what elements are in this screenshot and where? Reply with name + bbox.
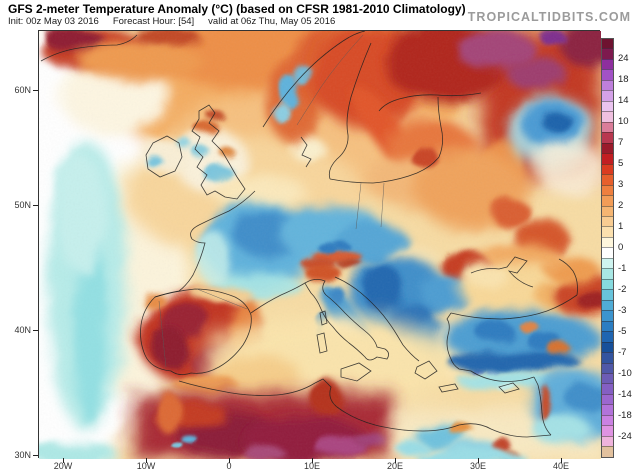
lon-tick [478,458,479,463]
colorbar-tick-label: -1 [618,263,627,274]
colorbar-tick-label: -7 [618,347,627,358]
colorbar-cell [602,278,613,290]
colorbar-cell [602,226,613,237]
colorbar-cell [602,435,613,447]
colorbar-cell [602,320,613,332]
colorbar-cell [602,90,613,101]
colorbar-tick-label: -2 [618,284,627,295]
colorbar-cell [602,310,613,321]
colorbar-cell [602,247,613,258]
colorbar-cell [602,373,613,384]
colorbar-cell [602,205,613,216]
colorbar-cell [602,121,613,133]
lon-label: 40E [552,461,569,469]
colorbar-cell [602,153,613,164]
colorbar-cell [602,100,613,112]
colorbar-cell [602,142,613,154]
lon-tick [229,458,230,463]
lon-label: 0 [226,461,232,469]
colorbar-tick-label: 10 [618,116,629,127]
init-time: Init: 00z May 03 2016 [8,16,99,27]
lon-tick [561,458,562,463]
colorbar-cell [602,362,613,373]
colorbar-tick-label: 14 [618,95,629,106]
colorbar-cell [602,331,613,342]
lat-tick [33,455,38,456]
colorbar-cell [602,268,613,279]
lat-tick [33,90,38,91]
colorbar-tick-label: -18 [618,410,632,421]
colorbar-cell [602,195,613,206]
colorbar-cell [602,383,613,394]
colorbar-cell [602,58,613,70]
colorbar-tick-label: -24 [618,431,632,442]
anomaly-map-frame [38,30,601,459]
colorbar-tick-label: -5 [618,326,627,337]
lat-label: 60N [14,85,31,95]
colorbar-cell [602,39,613,49]
lat-tick [33,205,38,206]
lon-tick [395,458,396,463]
colorbar-cell [602,184,613,196]
lon-label: 20W [53,461,73,469]
forecast-hour: Forecast Hour: [54] [112,16,195,27]
colorbar-cell [602,414,613,426]
lon-label: 20E [386,461,403,469]
run-info: Init: 00z May 03 2016 Forecast Hour: [54]… [8,16,349,27]
colorbar-cell [602,79,613,91]
colorbar-tick-label: 5 [618,158,624,169]
colorbar-tick-label: -10 [618,368,632,379]
lat-label: 50N [14,200,31,210]
colorbar-cell [602,174,613,185]
valid-time: valid at 06z Thu, May 05 2016 [208,16,336,27]
lon-label: 10W [136,461,156,469]
colorbar-cell [602,352,613,363]
anomaly-colorbar [601,38,614,458]
tropicaltidbits-watermark: TROPICALTIDBITS.COM [467,10,631,24]
colorbar-tick-label: 18 [618,74,629,85]
colorbar-tick-label: -3 [618,305,627,316]
colorbar-tick-label: 2 [618,200,624,211]
colorbar-tick-label: 24 [618,53,629,64]
colorbar-cell [602,48,613,59]
colorbar-tick-label: 3 [618,179,624,190]
colorbar-cell [602,236,613,248]
colorbar-tick-label: 1 [618,221,624,232]
colorbar-cell [602,341,613,353]
colorbar-tick-label: 7 [618,137,624,148]
colorbar-cell [602,425,613,436]
lat-tick [33,330,38,331]
colorbar-cell [602,446,613,457]
lon-tick [63,458,64,463]
colorbar-cell [602,299,613,311]
colorbar-cell [602,69,613,80]
colorbar-cell [602,163,613,175]
colorbar-cell [602,404,613,415]
colorbar-cell [602,289,613,300]
colorbar-cell [602,132,613,143]
lon-label: 10E [303,461,320,469]
europe-temperature-anomaly-map [39,31,601,459]
colorbar-tick-label: 0 [618,242,624,253]
colorbar-cell [602,257,613,269]
colorbar-cell [602,393,613,405]
page-title: GFS 2-meter Temperature Anomaly (°C) (ba… [8,2,466,16]
lat-label: 30N [14,450,31,460]
lon-label: 30E [469,461,486,469]
colorbar-cell [602,111,613,122]
lat-label: 40N [14,325,31,335]
lon-tick [146,458,147,463]
colorbar-tick-label: -14 [618,389,632,400]
colorbar-cell [602,215,613,227]
lon-tick [312,458,313,463]
